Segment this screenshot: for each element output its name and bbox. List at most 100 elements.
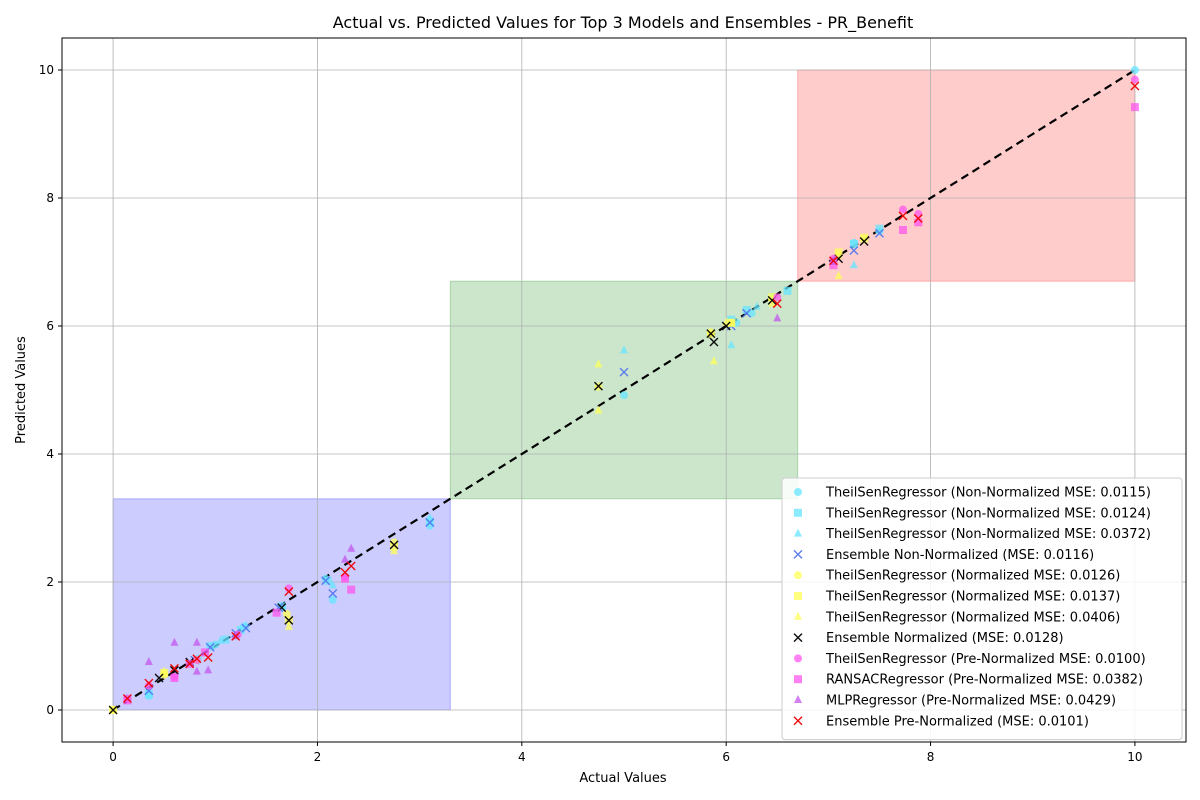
data-point	[347, 543, 356, 552]
legend-item: TheilSenRegressor (Normalized MSE: 0.012…	[794, 569, 1120, 584]
legend-marker	[794, 592, 802, 600]
data-point	[206, 642, 215, 650]
data-point	[913, 213, 923, 223]
data-point	[144, 657, 153, 665]
legend-marker	[794, 695, 802, 703]
data-point	[192, 637, 201, 646]
data-point	[752, 301, 761, 310]
data-point	[898, 211, 908, 221]
data-point	[389, 540, 399, 550]
legend-item: Ensemble Normalized (MSE: 0.0128)	[793, 631, 1064, 646]
data-point	[203, 653, 213, 663]
data-point	[185, 659, 195, 669]
points-layer	[108, 66, 1140, 715]
data-point	[241, 623, 251, 633]
legend-label: RANSACRegressor (Pre-Normalized MSE: 0.0…	[826, 673, 1143, 688]
data-point	[1130, 81, 1140, 91]
legend-item: Ensemble Non-Normalized (MSE: 0.0116)	[793, 548, 1094, 563]
x-tick-label: 8	[927, 750, 935, 764]
legend-label: TheilSenRegressor (Pre-Normalized MSE: 0…	[825, 652, 1146, 667]
data-point	[709, 337, 719, 347]
data-point	[742, 306, 751, 314]
grid-layer	[62, 38, 1186, 742]
data-point	[216, 635, 225, 644]
y-tick-label: 10	[39, 63, 54, 77]
data-point	[834, 271, 843, 280]
legend-label: TheilSenRegressor (Normalized MSE: 0.013…	[825, 590, 1120, 605]
data-point	[829, 261, 838, 270]
data-point	[192, 654, 202, 664]
data-point	[849, 240, 858, 249]
y-tick-label: 2	[46, 575, 54, 589]
data-point	[773, 313, 782, 322]
legend-item: TheilSenRegressor (Normalized MSE: 0.013…	[794, 590, 1120, 605]
data-point	[169, 665, 179, 675]
data-point	[160, 666, 169, 675]
data-point	[123, 696, 132, 705]
data-point	[236, 626, 245, 634]
data-point	[594, 405, 603, 414]
legend-label: TheilSenRegressor (Normalized MSE: 0.040…	[825, 610, 1120, 625]
data-point	[109, 705, 118, 713]
data-point	[1130, 103, 1139, 112]
plot-frame	[61, 37, 1187, 743]
legend-item: MLPRegressor (Pre-Normalized MSE: 0.0429…	[794, 694, 1116, 709]
chart-title: Actual vs. Predicted Values for Top 3 Mo…	[333, 13, 914, 33]
data-point	[828, 256, 838, 266]
legend-label: MLPRegressor (Pre-Normalized MSE: 0.0429…	[826, 694, 1116, 709]
data-point	[914, 210, 923, 218]
x-axis-label: Actual Values	[579, 771, 667, 786]
data-point	[706, 329, 716, 339]
data-point	[709, 356, 718, 365]
legend-item: TheilSenRegressor (Pre-Normalized MSE: 0…	[794, 652, 1146, 667]
legend-marker	[794, 654, 802, 663]
legend-marker	[794, 571, 802, 580]
data-point	[849, 260, 858, 269]
data-point	[620, 345, 628, 354]
data-point	[834, 248, 843, 257]
legend-label: TheilSenRegressor (Non-Normalized MSE: 0…	[825, 506, 1151, 521]
data-point	[783, 286, 792, 295]
data-point	[346, 561, 356, 571]
data-point	[144, 690, 153, 698]
data-point	[620, 391, 628, 400]
data-point	[204, 665, 213, 674]
data-point	[859, 237, 869, 247]
legend-marker	[793, 716, 803, 726]
data-point	[849, 245, 859, 255]
legend: TheilSenRegressor (Non-Normalized MSE: 0…	[781, 477, 1183, 741]
x-tick-label: 4	[518, 750, 526, 764]
data-point	[593, 381, 603, 391]
x-tick-label: 0	[109, 750, 117, 764]
data-point	[144, 685, 153, 694]
y-tick-label: 6	[46, 319, 54, 333]
legend-label: TheilSenRegressor (Normalized MSE: 0.012…	[825, 569, 1120, 584]
legend-marker	[794, 508, 802, 517]
data-point	[619, 367, 629, 377]
data-point	[231, 631, 240, 640]
data-point	[875, 224, 884, 233]
legend-item: TheilSenRegressor (Non-Normalized MSE: 0…	[794, 527, 1151, 542]
data-point	[284, 587, 294, 597]
data-point	[768, 298, 777, 307]
data-point	[341, 574, 350, 583]
legend-marker	[794, 528, 802, 537]
data-point	[1130, 66, 1139, 74]
legend-marker	[794, 488, 802, 496]
data-point	[144, 681, 153, 690]
data-point	[898, 205, 907, 214]
data-point	[328, 580, 337, 589]
data-point	[122, 693, 132, 703]
data-point	[914, 218, 923, 227]
data-point	[347, 585, 356, 594]
data-point	[727, 318, 736, 327]
y-axis-ticks: 0 2 4 6 8 10	[39, 63, 62, 717]
data-point	[144, 678, 154, 688]
y-tick-label: 4	[46, 447, 54, 461]
data-point	[277, 602, 286, 611]
series-2	[144, 224, 884, 698]
data-point	[727, 340, 736, 349]
x-tick-label: 10	[1127, 750, 1142, 764]
data-point	[742, 308, 752, 318]
